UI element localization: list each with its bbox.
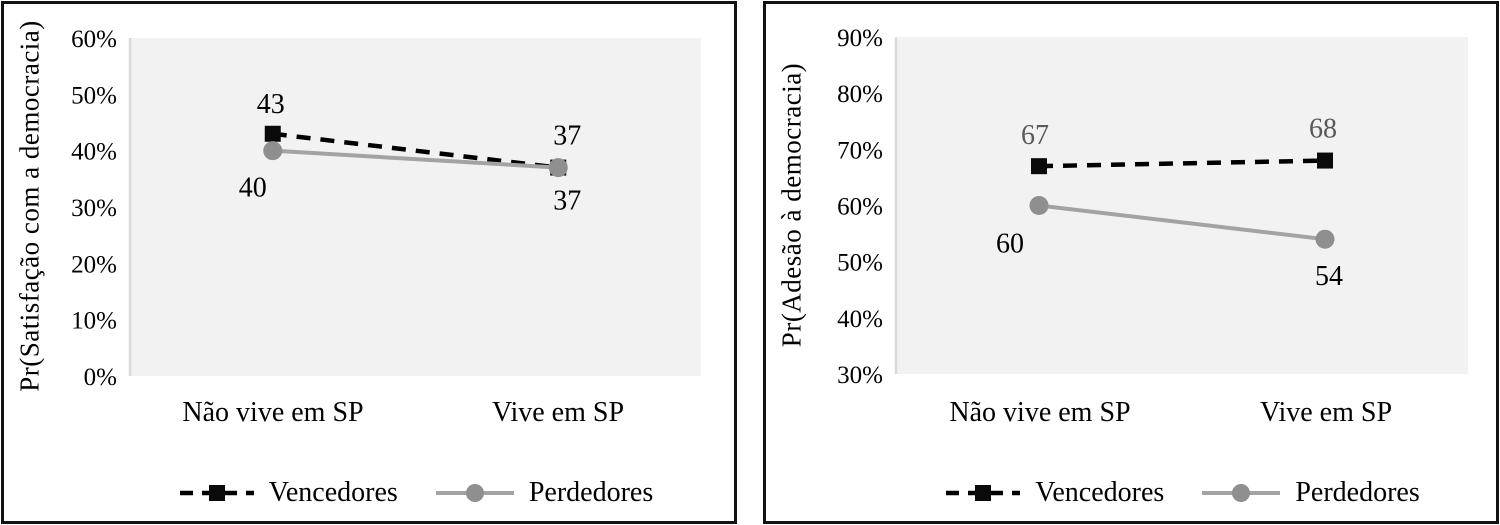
legend: Vencedores Perdedores bbox=[896, 474, 1468, 512]
y-tick-label: 30% bbox=[837, 362, 883, 389]
y-tick-label: 20% bbox=[71, 251, 117, 278]
perdedores-legend-sample-icon bbox=[435, 484, 514, 502]
legend-label: Perdedores bbox=[1295, 477, 1420, 508]
data-label: 43 bbox=[257, 89, 285, 120]
y-tick-label: 60% bbox=[837, 194, 883, 221]
x-category-label: Não vive em SP bbox=[949, 397, 1131, 428]
plot-area bbox=[130, 38, 701, 376]
y-axis-title: Pr(Satisfação com a democracia) bbox=[14, 20, 45, 392]
marker-circle bbox=[1029, 196, 1049, 215]
marker-circle bbox=[548, 158, 568, 178]
data-label: 37 bbox=[553, 186, 581, 217]
marker-circle bbox=[1315, 229, 1335, 249]
y-tick-label: 30% bbox=[71, 195, 117, 222]
marker-square bbox=[1317, 152, 1333, 169]
chart-panel-adhesion: 30% 40% 50% 60% 70% 80% 90% 67 68 60 54 Pr(Adesão … bbox=[763, 1, 1499, 524]
x-category-label: Vive em SP bbox=[1259, 397, 1393, 428]
y-tick-label: 40% bbox=[837, 306, 883, 333]
y-tick-label: 70% bbox=[837, 137, 883, 164]
y-tick-label: 90% bbox=[837, 25, 883, 52]
series-line-perdedores bbox=[1038, 203, 1326, 242]
data-label: 40 bbox=[239, 173, 267, 204]
y-axis-title: Pr(Adesão à democracia) bbox=[776, 62, 807, 348]
series-line-perdedores bbox=[272, 148, 559, 170]
plot-area bbox=[896, 37, 1468, 374]
x-category-label: Vive em SP bbox=[491, 397, 625, 428]
x-category-label: Não vive em SP bbox=[182, 397, 364, 428]
legend-label: Vencedores bbox=[268, 477, 398, 508]
y-tick-label: 50% bbox=[71, 82, 117, 109]
y-tick-label: 10% bbox=[71, 308, 117, 335]
legend-item-vencedores: Vencedores bbox=[944, 477, 1164, 509]
legend-label: Perdedores bbox=[528, 477, 654, 508]
chart-panel-satisfaction: 0% 10% 20% 30% 40% 50% 60% 43 37 40 37 Pr(Satisfaç… bbox=[1, 1, 737, 524]
legend-item-perdedores: Perdedores bbox=[1200, 477, 1420, 509]
y-tick-label: 80% bbox=[837, 81, 883, 108]
vencedores-legend-sample-icon bbox=[179, 485, 254, 501]
y-tick-label: 50% bbox=[837, 250, 883, 277]
marker-square bbox=[264, 125, 281, 142]
data-label: 68 bbox=[1309, 114, 1337, 145]
vencedores-legend-sample-icon bbox=[946, 485, 1021, 501]
legend: Vencedores Perdedores bbox=[130, 474, 701, 512]
data-label: 37 bbox=[553, 121, 581, 152]
legend-item-vencedores: Vencedores bbox=[178, 477, 398, 509]
legend-label: Vencedores bbox=[1035, 477, 1165, 508]
adhesion-chart: 30% 40% 50% 60% 70% 80% 90% 67 68 60 54 bbox=[837, 25, 1468, 389]
data-label: 60 bbox=[996, 229, 1024, 260]
y-tick-label: 60% bbox=[71, 26, 117, 53]
data-label: 54 bbox=[1315, 261, 1343, 292]
marker-square bbox=[1031, 158, 1047, 175]
marker-circle bbox=[263, 141, 283, 161]
perdedores-legend-sample-icon bbox=[1202, 484, 1281, 502]
y-tick-label: 40% bbox=[71, 139, 117, 166]
satisfaction-chart: 0% 10% 20% 30% 40% 50% 60% 43 37 40 37 bbox=[71, 26, 701, 391]
y-tick-label: 0% bbox=[84, 364, 117, 391]
data-label: 67 bbox=[1021, 120, 1049, 151]
legend-item-perdedores: Perdedores bbox=[434, 477, 653, 509]
